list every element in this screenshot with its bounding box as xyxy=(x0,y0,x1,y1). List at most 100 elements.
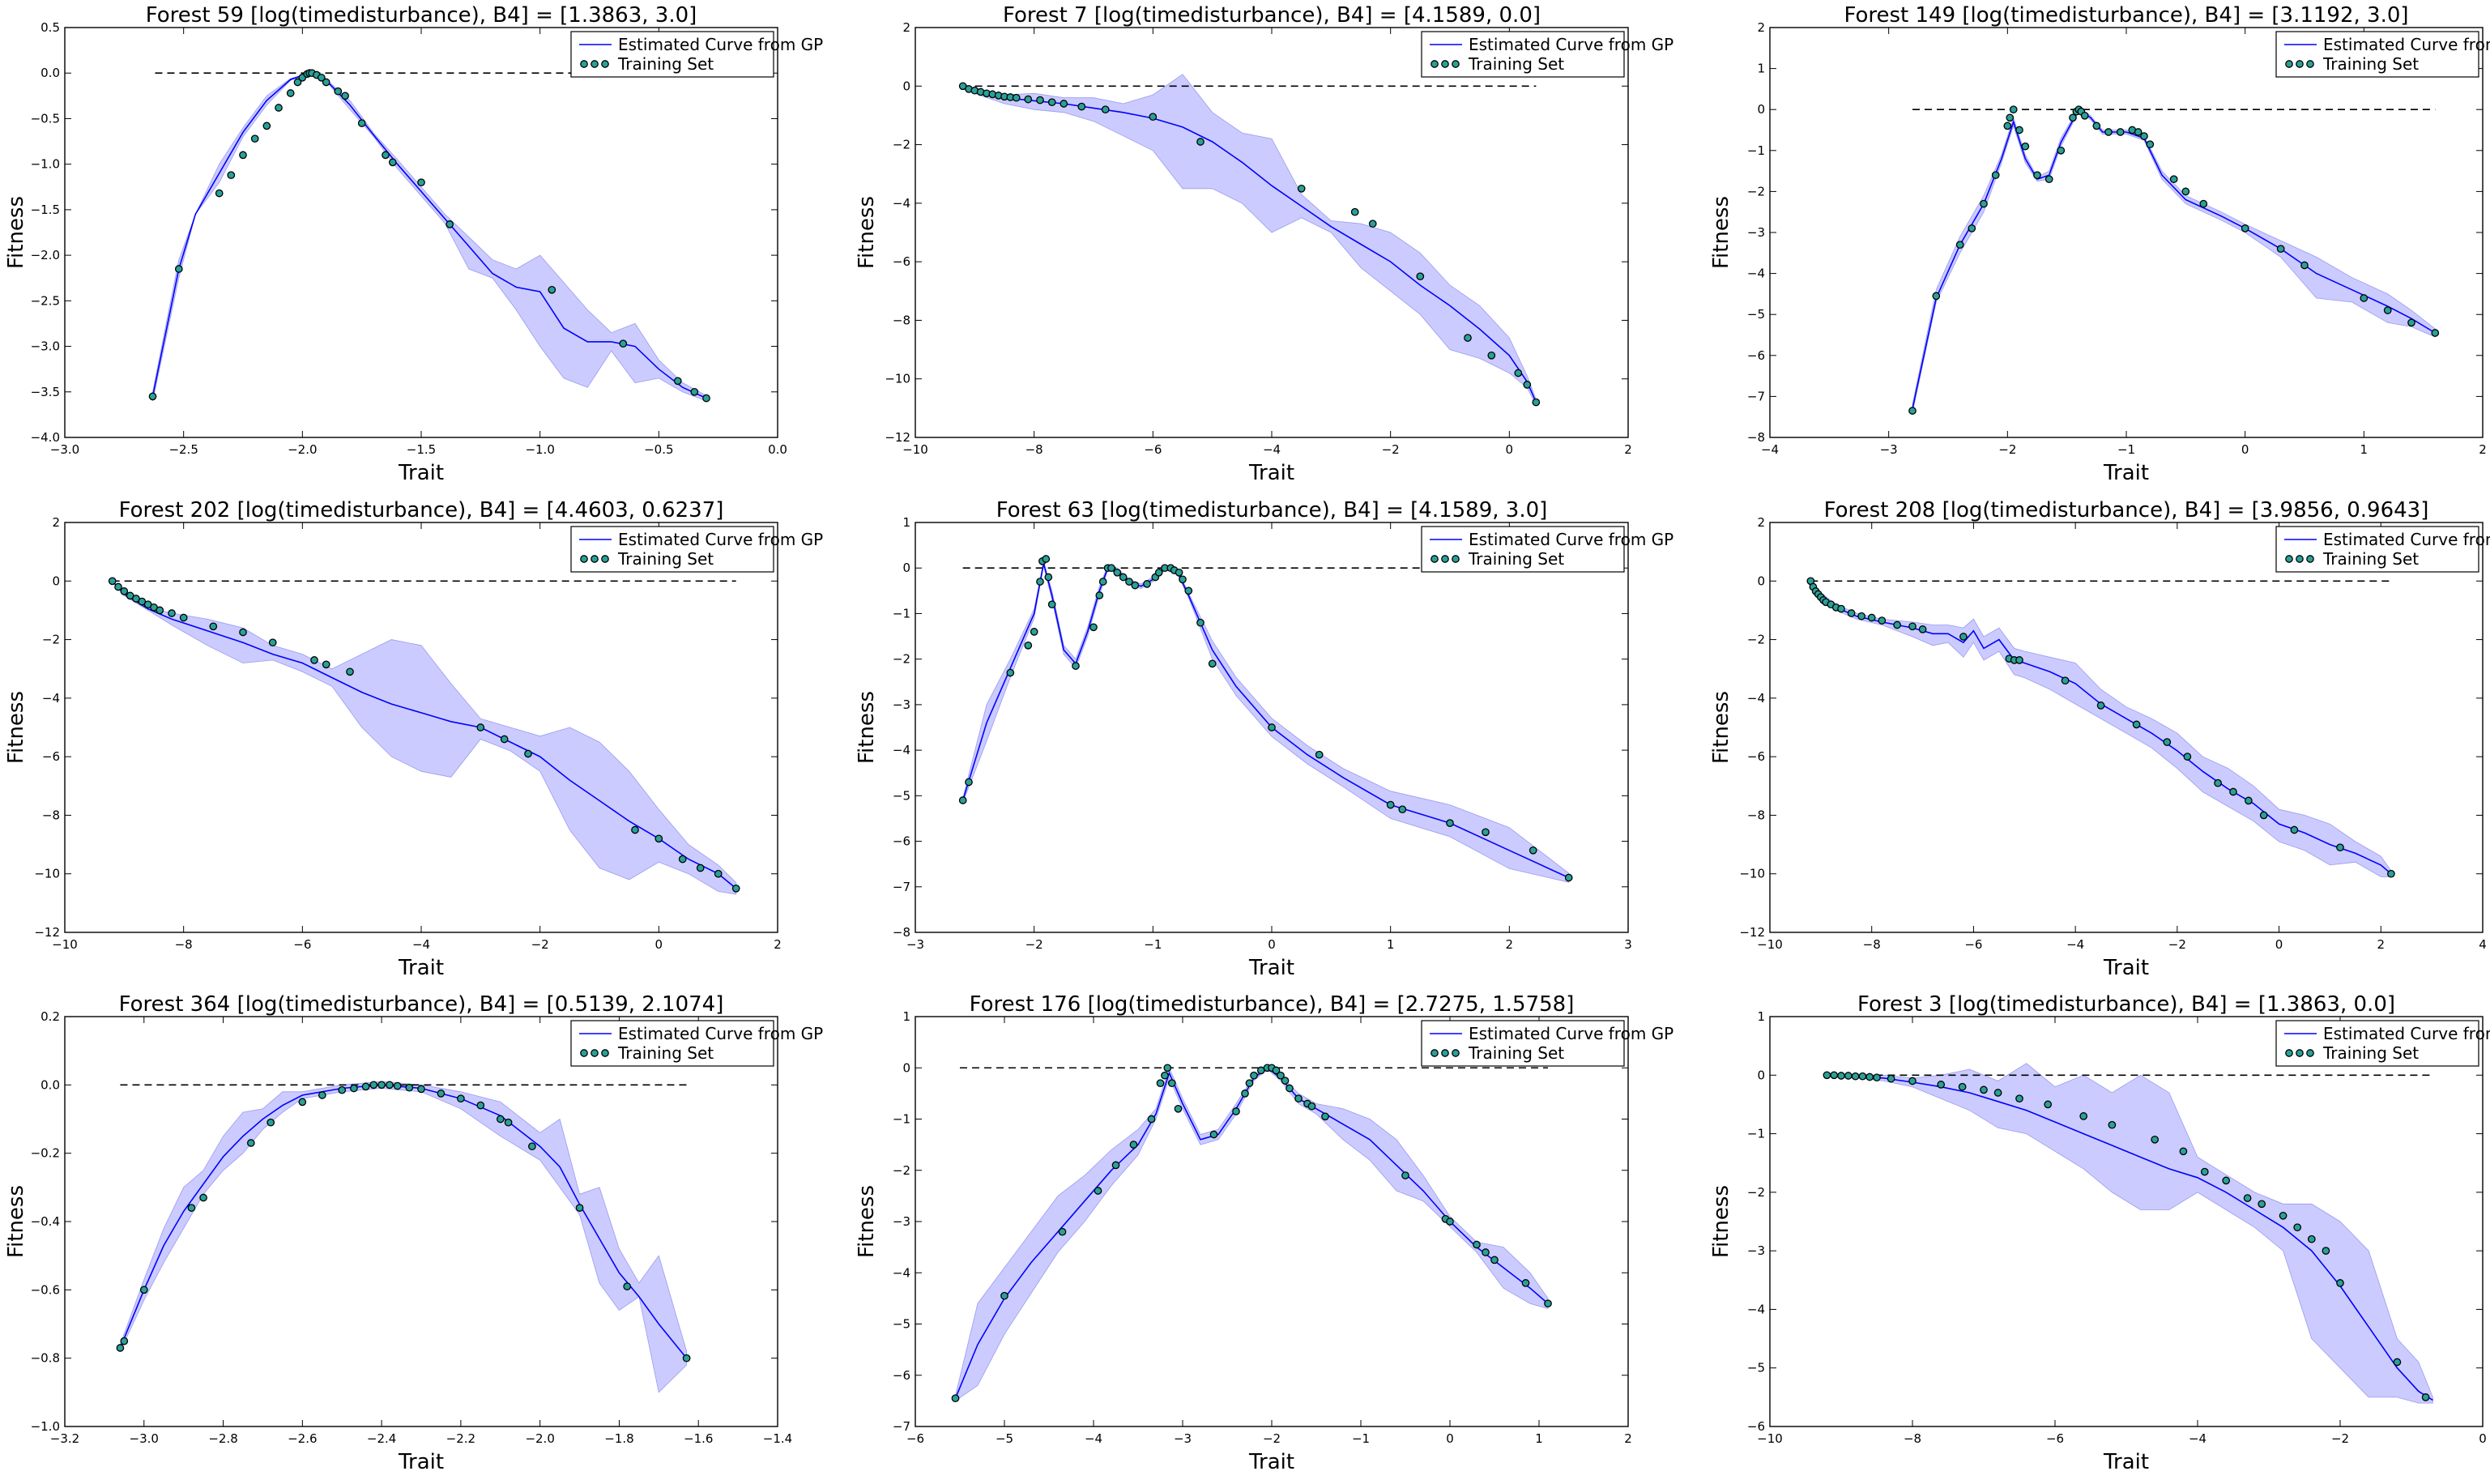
legend-point-swatch xyxy=(601,555,609,563)
x-tick-label: −1 xyxy=(2117,442,2135,457)
x-tick-label: 1 xyxy=(1535,1431,1543,1446)
training-point xyxy=(1129,1141,1138,1149)
training-point xyxy=(1101,105,1110,114)
training-point xyxy=(1042,555,1051,563)
x-tick-label: −4 xyxy=(1263,442,1281,457)
x-tick-label: −1.4 xyxy=(763,1431,792,1446)
y-tick-label: 2 xyxy=(902,20,910,35)
y-tick-label: −0.5 xyxy=(31,111,60,126)
training-point xyxy=(623,1282,632,1290)
y-tick-label: −5 xyxy=(1747,1361,1765,1375)
y-axis-label: Fitness xyxy=(1709,691,1733,764)
training-point xyxy=(1993,1089,2002,1097)
training-point xyxy=(1209,1130,1218,1139)
training-point xyxy=(1532,398,1541,407)
legend-label-training: Training Set xyxy=(2322,549,2419,569)
training-point xyxy=(266,1118,275,1127)
training-point xyxy=(1098,578,1107,586)
training-point xyxy=(114,582,122,591)
training-point xyxy=(1529,846,1537,855)
x-tick-label: 0 xyxy=(1446,1431,1454,1446)
legend-label-training: Training Set xyxy=(2322,1043,2419,1063)
y-tick-label: −1.0 xyxy=(31,157,60,172)
training-point xyxy=(1268,723,1276,731)
training-point xyxy=(199,1193,207,1202)
y-tick-label: −7 xyxy=(1747,389,1765,403)
y-tick-label: −6 xyxy=(893,254,910,269)
chart-panel: −10 −8 −6 −4 −2 0−6−5−4−3−2−101 Forest 3 [log(… xyxy=(1709,992,2490,1474)
legend-point-swatch xyxy=(601,60,609,68)
training-point xyxy=(2169,175,2178,184)
training-point xyxy=(1286,1084,1294,1093)
y-tick-label: −5 xyxy=(1747,307,1765,322)
x-tick-label: −3 xyxy=(906,937,924,952)
x-tick-label: −10 xyxy=(52,937,78,952)
legend-point-swatch xyxy=(580,555,588,563)
gp-curve-line xyxy=(112,580,737,889)
training-point xyxy=(2044,1100,2053,1109)
training-point xyxy=(2015,1094,2023,1103)
training-point xyxy=(1245,1079,1254,1088)
y-tick-label: −12 xyxy=(34,925,60,940)
x-tick-label: 4 xyxy=(2479,937,2487,952)
y-axis-label: Fitness xyxy=(4,1185,28,1258)
training-point xyxy=(2421,1393,2430,1401)
confidence-band xyxy=(962,74,1537,406)
y-tick-label: −5 xyxy=(893,788,910,803)
training-point xyxy=(1368,220,1377,228)
training-point xyxy=(317,73,326,82)
training-point xyxy=(1060,100,1068,108)
training-point xyxy=(631,825,639,834)
training-point xyxy=(293,78,302,87)
legend-box xyxy=(1421,526,1625,573)
training-point xyxy=(2199,199,2208,208)
y-tick-label: 2 xyxy=(52,515,60,530)
y-tick-label: −1 xyxy=(1747,143,1765,158)
training-point xyxy=(209,622,218,631)
training-point xyxy=(2080,111,2089,120)
legend-label-training: Training Set xyxy=(617,1043,714,1063)
training-point xyxy=(286,89,295,97)
training-point xyxy=(1446,1217,1454,1226)
training-point xyxy=(1277,1071,1285,1080)
training-point xyxy=(318,1091,326,1099)
x-tick-label: −3 xyxy=(1880,442,1898,457)
training-point xyxy=(187,1204,196,1212)
training-point xyxy=(2061,676,2070,685)
x-tick-label: −2 xyxy=(531,937,549,952)
legend-box xyxy=(570,526,774,573)
confidence-band xyxy=(962,561,1570,883)
x-tick-label: −8 xyxy=(175,937,193,952)
training-point xyxy=(1272,1066,1281,1075)
training-point xyxy=(1089,623,1098,632)
training-point xyxy=(548,285,556,294)
training-point xyxy=(1490,1256,1499,1264)
training-point xyxy=(350,1084,358,1093)
legend-box xyxy=(2275,31,2479,78)
training-point xyxy=(965,778,973,787)
training-point xyxy=(1143,580,1151,588)
y-tick-label: −3 xyxy=(1747,1243,1765,1258)
training-point xyxy=(2431,329,2440,337)
training-point xyxy=(239,151,247,160)
training-point xyxy=(1196,618,1204,627)
training-point xyxy=(524,749,532,758)
x-tick-label: −6 xyxy=(1144,442,1162,457)
training-point xyxy=(1179,575,1187,584)
training-point xyxy=(1830,1071,1839,1080)
x-tick-label: −3.0 xyxy=(130,1431,159,1446)
training-point xyxy=(2057,146,2066,155)
legend-label-training: Training Set xyxy=(617,549,714,569)
y-tick-label: −4 xyxy=(1747,691,1765,706)
training-point xyxy=(2336,843,2344,852)
x-tick-label: −1.0 xyxy=(525,442,554,457)
training-point xyxy=(2096,701,2105,710)
x-axis-label: Trait xyxy=(398,1450,444,1474)
legend-point-swatch xyxy=(591,1049,599,1057)
x-tick-label: −1 xyxy=(1352,1431,1370,1446)
x-tick-label: −4 xyxy=(1085,1431,1102,1446)
y-tick-label: −0.2 xyxy=(31,1146,60,1161)
